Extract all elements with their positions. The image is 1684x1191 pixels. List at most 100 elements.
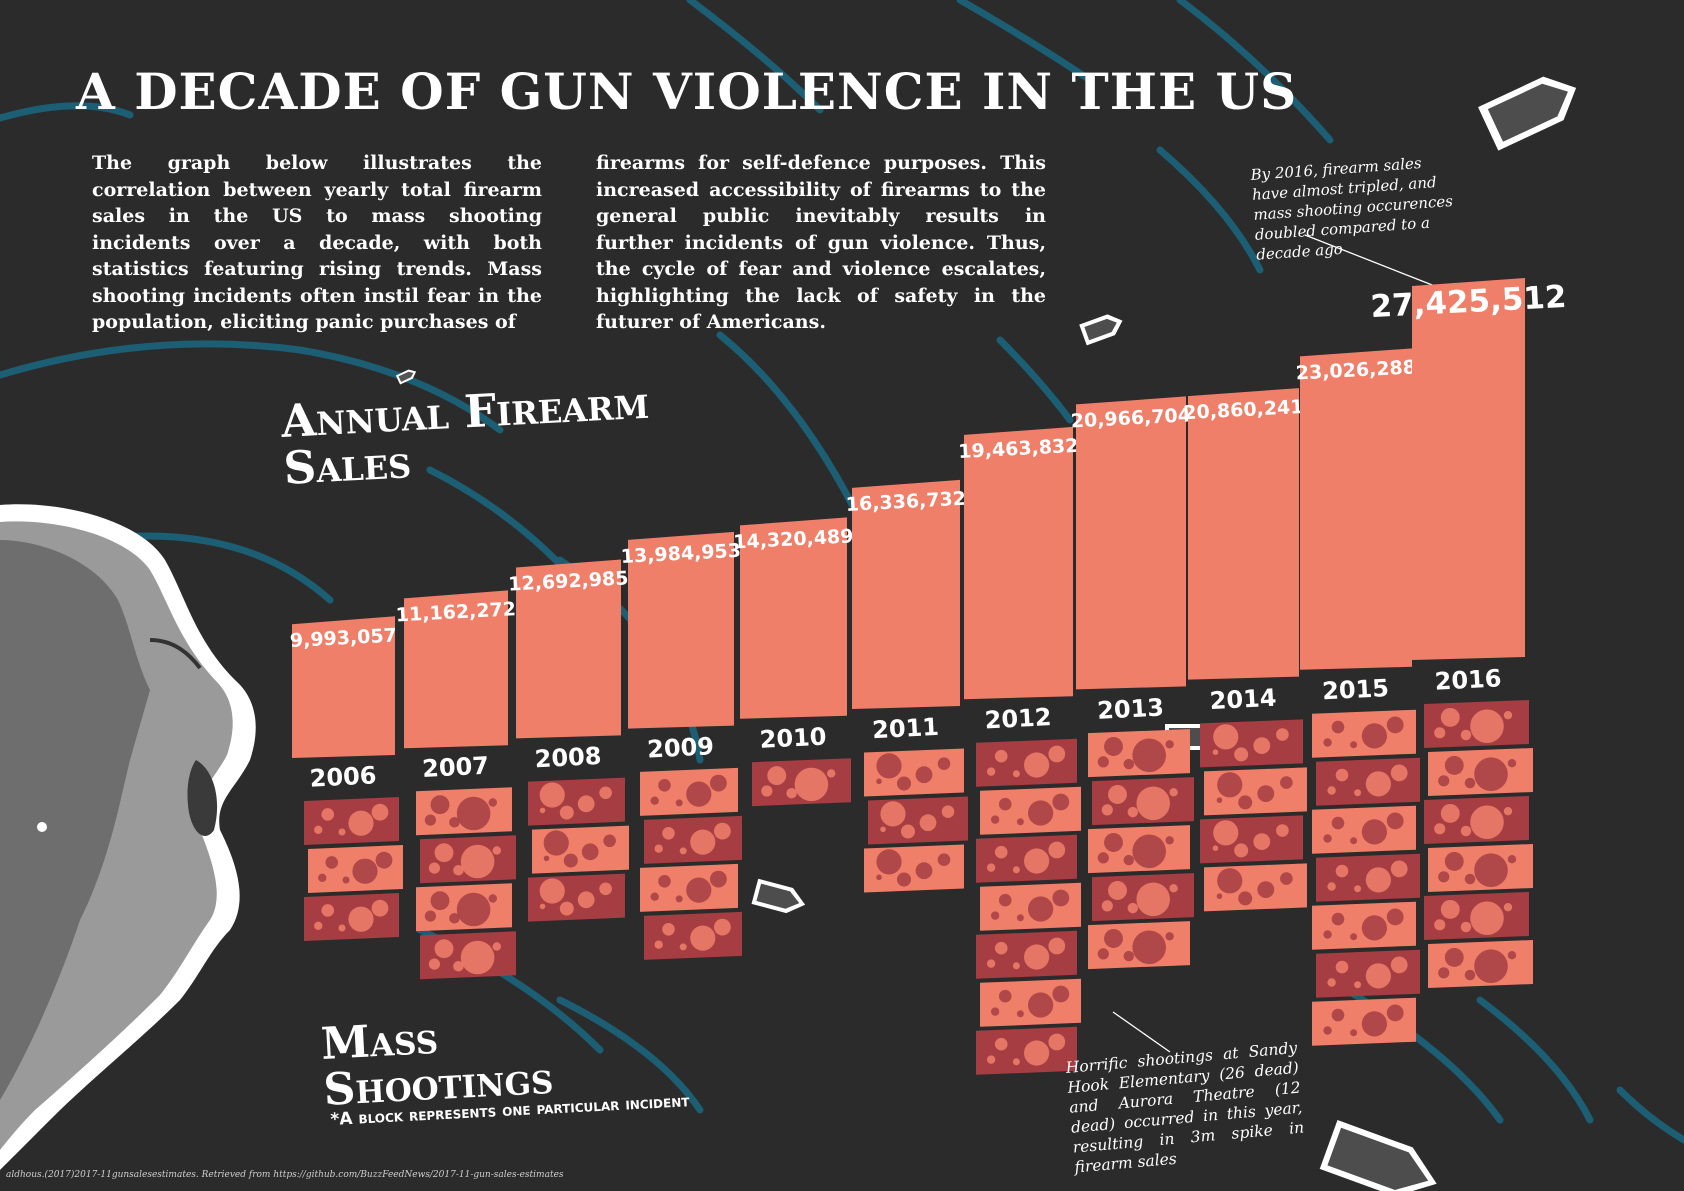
splatter-spot — [767, 766, 787, 786]
splatter-spot — [1016, 914, 1024, 922]
splatter-spot — [714, 918, 731, 936]
splatter-spot — [1012, 962, 1020, 970]
splatter-spot — [686, 781, 712, 807]
splatter-spot — [1024, 848, 1050, 874]
shooting-block — [1428, 844, 1533, 892]
splatter-spot — [1257, 881, 1275, 898]
splatter-spot — [1217, 868, 1243, 894]
splatter-spot — [1331, 1008, 1345, 1022]
swirl-line — [556, 996, 704, 1114]
shooting-block — [1316, 949, 1420, 998]
splatter-spot — [428, 958, 440, 970]
splatter-spot — [318, 873, 327, 882]
splatter-spot — [1024, 752, 1050, 778]
splatter-spot — [1503, 903, 1513, 912]
shooting-block — [1312, 709, 1416, 758]
splatter-spot — [937, 757, 951, 770]
shooting-block — [528, 777, 625, 826]
source-citation: aldhous.(2017)2017-11gunsalesestimates. … — [6, 1170, 564, 1180]
bullet-icon — [395, 369, 417, 385]
shooting-block — [1200, 815, 1303, 864]
splatter-spot — [371, 899, 389, 917]
page-title: A DECADE OF GUN VIOLENCE IN THE US — [76, 62, 1298, 121]
year-label: 2014 — [1209, 684, 1277, 715]
splatter-spot — [1507, 759, 1517, 768]
shooting-block — [864, 844, 964, 893]
splatter-spot — [1386, 1004, 1404, 1022]
splatter-spot — [1028, 992, 1054, 1018]
splatter-spot — [1335, 960, 1349, 974]
splatter-spot — [1361, 819, 1387, 845]
sales-bar — [1412, 278, 1525, 660]
splatter-spot — [1354, 981, 1362, 989]
splatter-spot — [449, 913, 460, 924]
splatter-spot — [876, 753, 902, 779]
splatter-spot — [1097, 948, 1109, 960]
splatter-spot — [880, 801, 906, 827]
splatter-spot — [1165, 740, 1174, 749]
splatter-spot — [453, 865, 464, 876]
splatter-spot — [1474, 853, 1508, 887]
splatter-spot — [1280, 776, 1293, 789]
splatter-spot — [994, 749, 1008, 763]
splatter-spot — [1386, 812, 1404, 830]
shooting-block — [640, 863, 738, 912]
splatter-spot — [456, 892, 491, 927]
splatter-spot — [371, 803, 389, 821]
shooting-block — [976, 1026, 1077, 1075]
splatter-spot — [1503, 807, 1513, 816]
splatter-spot — [1323, 930, 1332, 939]
splatter-spot — [1331, 720, 1345, 734]
shooting-block — [868, 796, 968, 845]
splatter-spot — [1108, 785, 1127, 804]
splatter-spot — [424, 910, 436, 922]
screaming-girl-photo — [0, 504, 256, 1170]
splatter-spot — [1390, 764, 1408, 782]
splatter-spot — [539, 782, 565, 808]
splatter-spot — [1331, 816, 1345, 830]
splatter-spot — [424, 814, 436, 826]
splatter-spot — [710, 774, 727, 792]
splatter-spot — [559, 805, 574, 820]
splatter-spot — [1507, 951, 1517, 960]
splatter-spot — [577, 795, 595, 813]
splatter-spot — [1361, 915, 1387, 941]
splatter-spot — [375, 851, 393, 869]
splatter-spot — [599, 786, 612, 800]
splatter-spot — [434, 939, 454, 959]
year-label: 2008 — [534, 742, 602, 773]
year-label: 2013 — [1096, 693, 1164, 724]
splatter-spot — [338, 924, 346, 932]
splatter-spot — [1101, 804, 1113, 816]
splatter-spot — [1169, 788, 1178, 797]
splatter-spot — [761, 785, 773, 797]
splatter-spot — [897, 776, 911, 791]
splatter-spot — [1127, 902, 1139, 914]
splatter-spot — [994, 1037, 1008, 1051]
splatter-spot — [348, 906, 374, 932]
splatter-spot — [1327, 978, 1336, 987]
splatter-spot — [1132, 930, 1166, 965]
splatter-spot — [460, 844, 495, 879]
splatter-spot — [453, 961, 464, 972]
splatter-spot — [1361, 1011, 1387, 1037]
splatter-spot — [1108, 881, 1127, 900]
splatter-spot — [1212, 749, 1219, 755]
splatter-spot — [1132, 834, 1166, 869]
splatter-spot — [1127, 806, 1139, 818]
shooting-block — [416, 883, 512, 932]
splatter-spot — [1474, 949, 1508, 983]
splatter-spot — [1234, 843, 1249, 858]
splatter-spot — [1169, 884, 1178, 893]
splatter-spot — [986, 863, 996, 872]
splatter-spot — [998, 893, 1012, 907]
splatter-spot — [1052, 985, 1070, 1003]
swirl-line — [1476, 996, 1594, 1124]
splatter-spot — [1012, 770, 1020, 778]
shooting-block — [976, 930, 1077, 979]
splatter-spot — [1464, 777, 1476, 789]
annotation-2012: Horrific shootings at Sandy Hook Element… — [1065, 1038, 1305, 1177]
shooting-block — [864, 748, 964, 797]
year-label: 2012 — [984, 703, 1052, 734]
